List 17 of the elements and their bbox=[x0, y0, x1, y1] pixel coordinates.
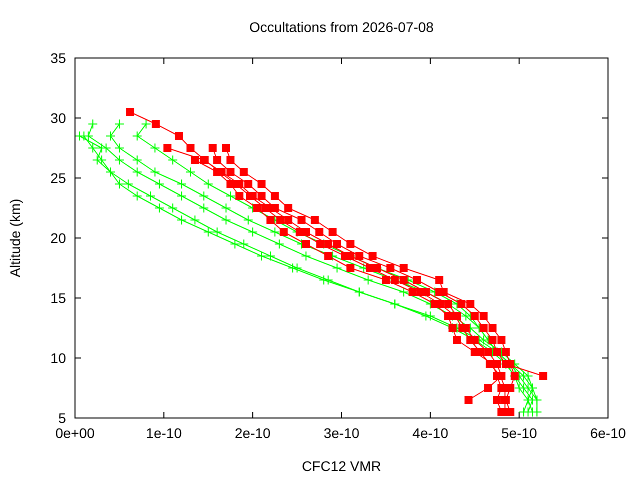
y-tick-label: 15 bbox=[50, 290, 66, 306]
y-tick-label: 35 bbox=[50, 50, 66, 66]
y-tick-label: 5 bbox=[58, 410, 66, 426]
y-tick-label: 20 bbox=[50, 230, 66, 246]
y-axis-title: Altitude (km) bbox=[7, 198, 23, 278]
x-tick-label: 2e-10 bbox=[234, 425, 271, 441]
x-tick-label: 6e-10 bbox=[590, 425, 626, 441]
y-tick-label: 30 bbox=[50, 110, 66, 126]
chart-title: Occultations from 2026-07-08 bbox=[249, 19, 434, 35]
x-tick-label: 4e-10 bbox=[412, 425, 448, 441]
x-tick-label: 0e+00 bbox=[55, 425, 95, 441]
y-tick-label: 25 bbox=[50, 170, 66, 186]
x-axis-title: CFC12 VMR bbox=[302, 458, 382, 474]
y-tick-label: 10 bbox=[50, 350, 66, 366]
x-tick-label: 1e-10 bbox=[146, 425, 182, 441]
x-tick-label: 3e-10 bbox=[324, 425, 360, 441]
x-tick-label: 5e-10 bbox=[501, 425, 538, 441]
